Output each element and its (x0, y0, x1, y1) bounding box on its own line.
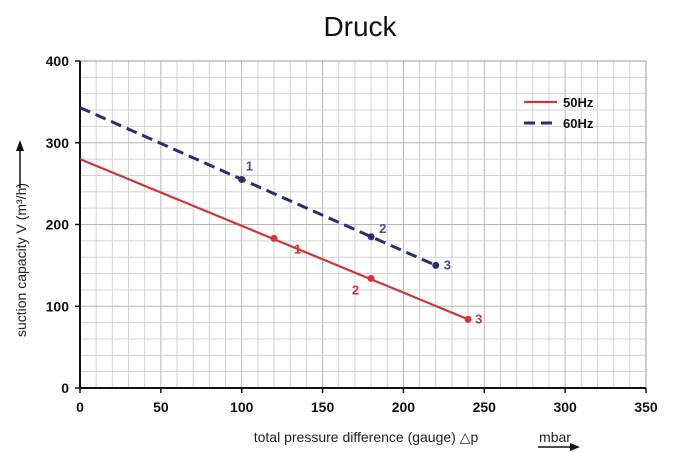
point-label: 2 (352, 282, 359, 297)
point-label: 1 (294, 241, 301, 256)
y-tick-label: 0 (61, 380, 69, 396)
y-arrow-head (16, 140, 24, 151)
axes (75, 60, 647, 393)
x-tick-label: 0 (76, 399, 84, 415)
x-axis-unit: mbar (539, 429, 571, 445)
legend-label-60hz: 60Hz (563, 116, 594, 131)
series-line-60hz (79, 106, 437, 267)
x-tick-label: 300 (553, 399, 577, 415)
legend: 50Hz 60Hz (524, 95, 594, 131)
point-label: 3 (444, 257, 451, 272)
x-tick-label: 200 (392, 399, 416, 415)
tick-labels: 0 50 100 150 200 250 300 350 0 100 200 300 400 (46, 53, 658, 415)
x-axis-label: total pressure difference (gauge) △p (254, 429, 479, 445)
y-label-arrow (16, 140, 24, 188)
legend-label-50hz: 50Hz (563, 95, 594, 110)
x-tick-label: 50 (153, 399, 169, 415)
y-axis-label: suction capacity V (m³/h) (13, 183, 29, 337)
x-tick-label: 150 (311, 399, 335, 415)
series-layer: 1 2 3 1 2 3 (79, 106, 482, 326)
x-tick-label: 100 (230, 399, 254, 415)
point-label: 2 (379, 221, 386, 236)
y-tick-label: 200 (46, 217, 70, 233)
x-arrow-head (570, 443, 580, 451)
data-point-50hz (464, 315, 472, 323)
chart-title: Druck (323, 11, 397, 42)
point-label: 3 (475, 311, 482, 326)
y-tick-label: 100 (46, 298, 70, 314)
data-point-60hz (367, 233, 375, 241)
data-point-60hz (432, 261, 440, 269)
y-tick-label: 300 (46, 135, 70, 151)
y-tick-label: 400 (46, 53, 70, 69)
data-point-50hz (367, 274, 375, 282)
point-label: 1 (246, 159, 253, 174)
x-tick-label: 250 (473, 399, 497, 415)
x-unit-arrow (538, 443, 580, 451)
x-tick-label: 350 (634, 399, 658, 415)
data-point-60hz (238, 176, 246, 184)
data-point-50hz (270, 234, 278, 242)
grid (80, 61, 646, 388)
